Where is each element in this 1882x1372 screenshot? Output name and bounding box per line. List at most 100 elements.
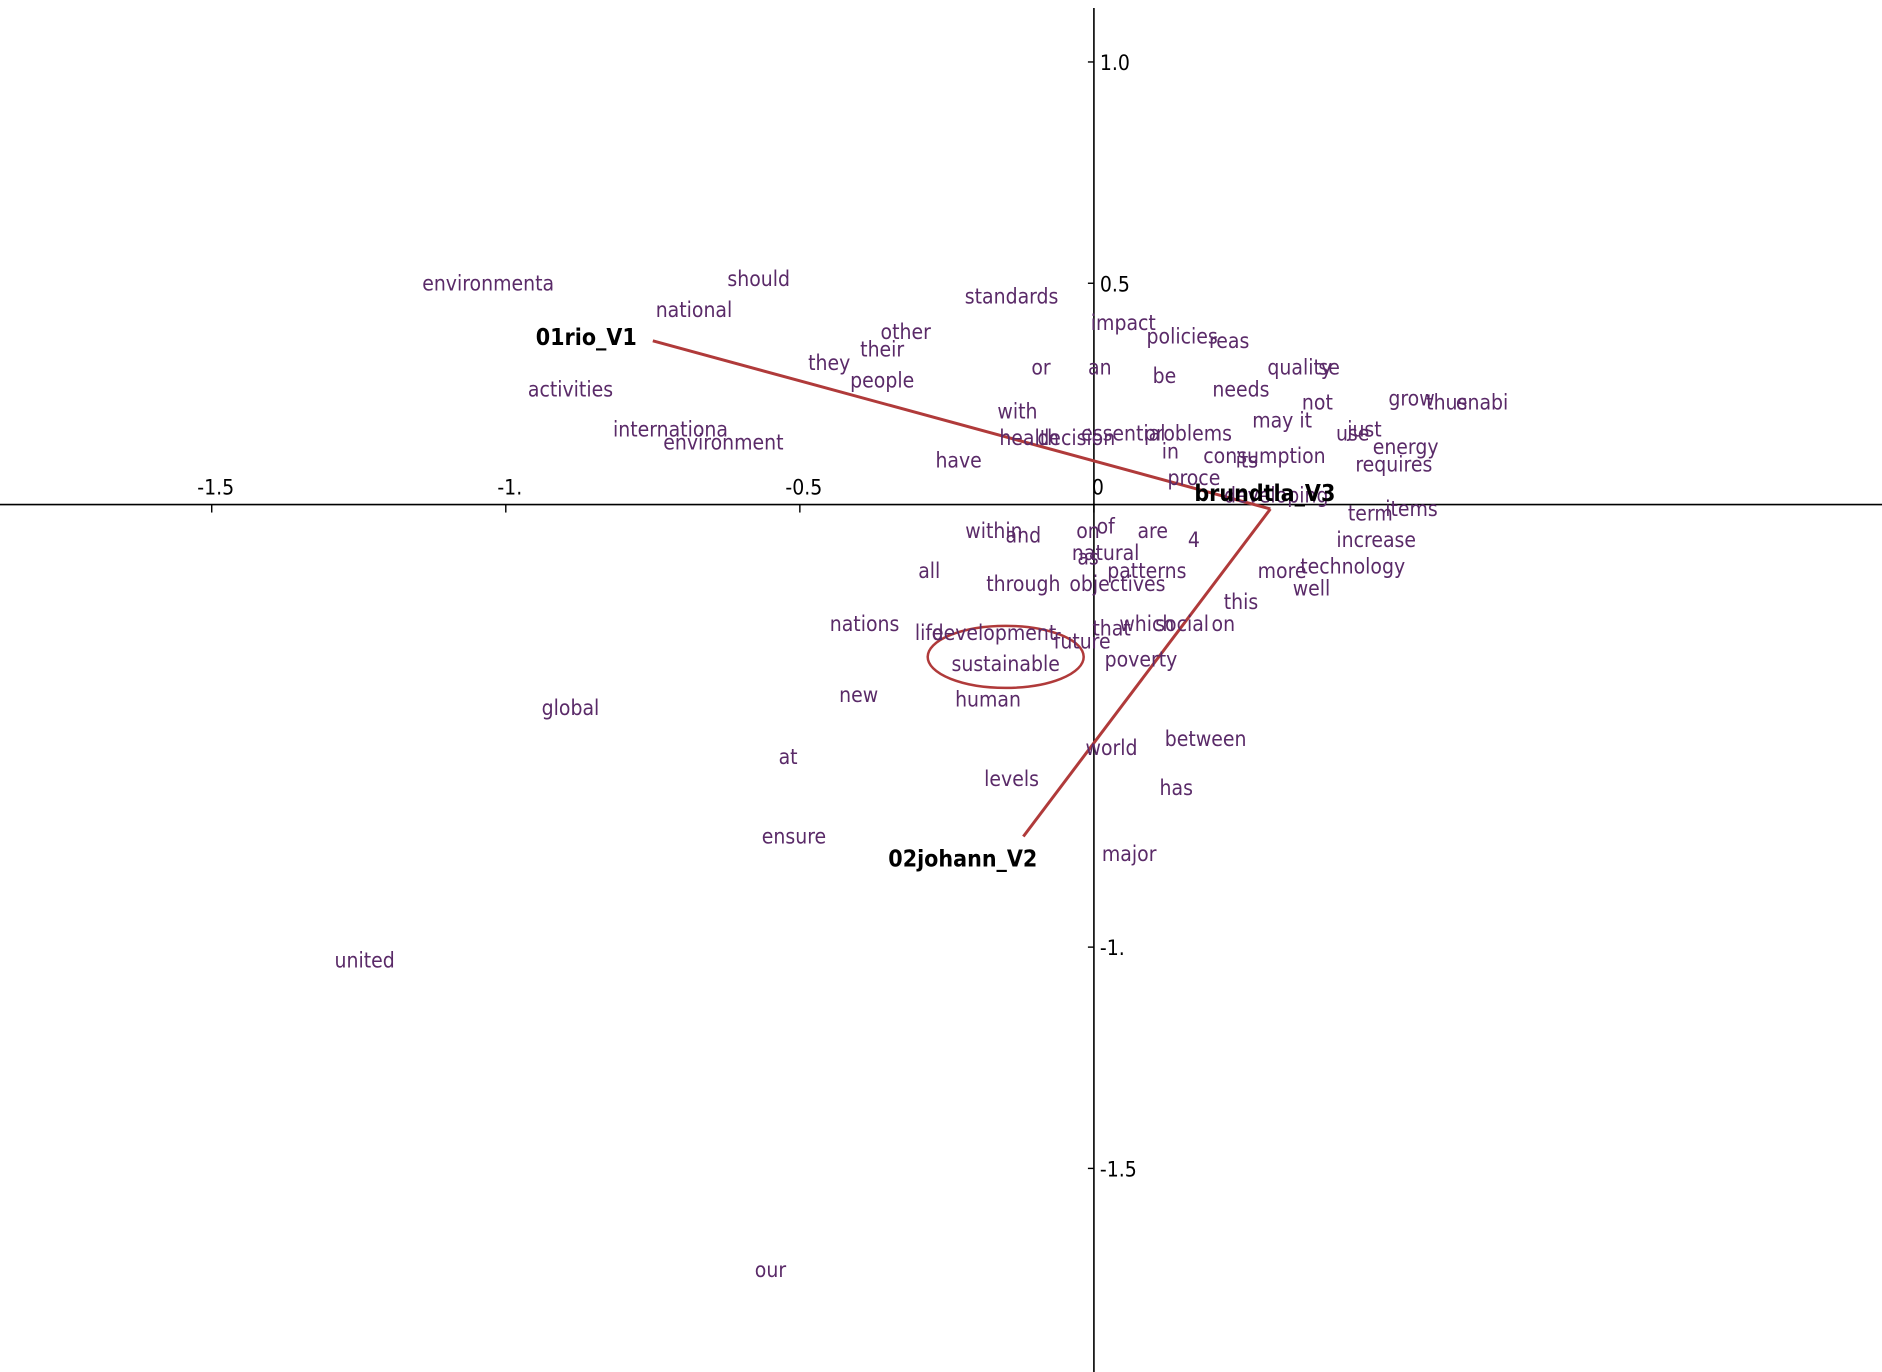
word-label: natural bbox=[1072, 541, 1140, 565]
word-label: developing bbox=[1224, 484, 1328, 508]
y-tick-label-3: -1.5 bbox=[1100, 1157, 1137, 1181]
word-label: and bbox=[1006, 524, 1042, 548]
word-label: their bbox=[860, 338, 904, 362]
word-label: just bbox=[1346, 417, 1381, 441]
word-label: reas bbox=[1209, 329, 1249, 353]
word-label: global bbox=[542, 696, 600, 720]
word-label: new bbox=[839, 683, 878, 707]
word-label: other bbox=[881, 320, 932, 344]
word-label: activities bbox=[528, 377, 613, 401]
word-label: should bbox=[727, 267, 790, 291]
word-label: an bbox=[1088, 355, 1112, 379]
word-label: human bbox=[955, 687, 1021, 711]
word-label: more bbox=[1258, 559, 1307, 583]
word-label: policies bbox=[1147, 324, 1218, 348]
word-label: in bbox=[1162, 439, 1179, 463]
word-label: enabi bbox=[1456, 391, 1508, 415]
y-tick-label-1: 0.5 bbox=[1100, 272, 1130, 296]
word-label: through bbox=[986, 572, 1060, 596]
word-label: united bbox=[335, 948, 395, 972]
word-label: items bbox=[1385, 497, 1438, 521]
word-label: on bbox=[1212, 612, 1236, 636]
document-label: brundtla_V3 bbox=[1194, 481, 1335, 507]
word-label: ensure bbox=[762, 824, 826, 848]
word-label: increase bbox=[1336, 528, 1416, 552]
word-label: world bbox=[1086, 736, 1138, 760]
word-label: standards bbox=[965, 285, 1059, 309]
word-label: or bbox=[1031, 355, 1051, 379]
x-tick-label-1: -1. bbox=[497, 476, 522, 500]
word-label: this bbox=[1224, 590, 1258, 614]
document-line-1 bbox=[1022, 508, 1272, 838]
word-label: of bbox=[1097, 515, 1117, 539]
word-label: proce bbox=[1167, 466, 1220, 490]
word-label: has bbox=[1160, 776, 1193, 800]
word-label: not bbox=[1302, 391, 1333, 415]
word-label: within bbox=[965, 519, 1022, 543]
word-label: between bbox=[1165, 727, 1247, 751]
word-label: have bbox=[935, 448, 981, 472]
word-label: future bbox=[1054, 630, 1111, 654]
word-label: that bbox=[1092, 616, 1130, 640]
word-label: consumption bbox=[1203, 444, 1325, 468]
word-label: our bbox=[755, 1258, 787, 1282]
word-label: life bbox=[915, 621, 944, 645]
word-label: major bbox=[1102, 842, 1157, 866]
word-label: health bbox=[999, 426, 1059, 450]
word-labels: environmenta should national standards impac… bbox=[335, 267, 1509, 1282]
word-label: patterns bbox=[1107, 559, 1186, 583]
word-label: be bbox=[1153, 364, 1177, 388]
word-label: technology bbox=[1300, 555, 1405, 579]
word-label: they bbox=[808, 351, 850, 375]
word-label: essential bbox=[1081, 422, 1165, 446]
word-label: development bbox=[932, 621, 1057, 645]
word-label: levels bbox=[984, 767, 1039, 791]
word-label: grow bbox=[1388, 386, 1434, 410]
document-label: 01rio_V1 bbox=[536, 325, 637, 351]
word-label: poverty bbox=[1105, 647, 1178, 671]
word-label: objectives bbox=[1069, 572, 1165, 596]
word-label: thus bbox=[1426, 391, 1467, 415]
word-label: se bbox=[1318, 355, 1339, 379]
word-label: internationa bbox=[613, 417, 728, 441]
x-tick-label-3: 0 bbox=[1092, 476, 1104, 500]
word-label: environmenta bbox=[422, 271, 554, 295]
y-tick-label-2: -1. bbox=[1100, 936, 1125, 960]
word-label: on bbox=[1076, 519, 1100, 543]
word-label: problems bbox=[1144, 422, 1232, 446]
word-label: may it bbox=[1252, 408, 1312, 432]
word-label: use bbox=[1336, 422, 1369, 446]
axis-ticks: -1.5 -1. -0.5 0 1.0 0.5 -1. -1.5 bbox=[197, 51, 1136, 1181]
highlight-ellipse bbox=[926, 624, 1085, 690]
word-label: environment bbox=[663, 431, 783, 455]
word-label: its bbox=[1236, 448, 1259, 472]
document-lines bbox=[652, 339, 1272, 838]
word-label: impact bbox=[1091, 311, 1156, 335]
word-label: with bbox=[997, 400, 1037, 424]
word-label: quality bbox=[1267, 355, 1332, 379]
word-label: national bbox=[656, 298, 733, 322]
word-label: term bbox=[1348, 501, 1393, 525]
x-tick-label-2: -0.5 bbox=[785, 476, 822, 500]
word-label: energy bbox=[1373, 435, 1439, 459]
document-line-0 bbox=[652, 339, 1271, 511]
word-label: decision bbox=[1037, 426, 1115, 450]
word-label: people bbox=[850, 369, 914, 393]
word-label: at bbox=[779, 745, 798, 769]
highlighted-word-label: sustainable bbox=[952, 652, 1060, 676]
document-labels: 01rio_V1 brundtla_V3 02johann_V2 bbox=[536, 325, 1336, 873]
word-label: which bbox=[1119, 612, 1174, 636]
word-label: needs bbox=[1212, 377, 1269, 401]
word-label: requires bbox=[1355, 453, 1432, 477]
word-label: as bbox=[1077, 546, 1098, 570]
document-label: 02johann_V2 bbox=[888, 846, 1037, 872]
word-label: all bbox=[918, 559, 940, 583]
word-label: are bbox=[1137, 519, 1168, 543]
y-tick-label-0: 1.0 bbox=[1100, 51, 1130, 75]
word-label: social bbox=[1155, 612, 1209, 636]
word-label: 4 bbox=[1188, 528, 1200, 552]
x-tick-label-0: -1.5 bbox=[197, 476, 234, 500]
word-label: nations bbox=[830, 612, 900, 636]
word-label: well bbox=[1293, 577, 1331, 601]
